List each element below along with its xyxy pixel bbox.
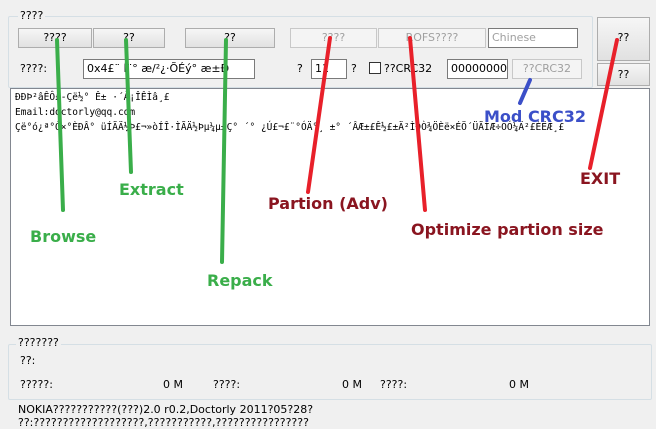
- size-unit: ?: [351, 62, 357, 75]
- checkbox-label: ??CRC32: [384, 62, 433, 75]
- log-line: Çë°ó¿ª°Ó×°ÈÐÂ° üÍÃÄ½Þ£¬»òÍÎ·ÌÃÄ½Þµ¼µ±Ç° …: [15, 122, 565, 133]
- field-value: 0 M: [342, 378, 362, 391]
- annotation: Browse: [30, 227, 97, 246]
- exit-button[interactable]: ??: [597, 17, 650, 61]
- footer-line: NOKIA???????????(???)2.0 r0.2,Doctorly 2…: [18, 403, 314, 416]
- options-group: [8, 16, 593, 88]
- annotation: Repack: [207, 271, 273, 290]
- info-group: [8, 344, 652, 400]
- annotation: Optimize partion size: [411, 220, 604, 239]
- extract-button[interactable]: ??: [93, 28, 165, 48]
- browse-button[interactable]: ????: [18, 28, 92, 48]
- annotation: Extract: [119, 180, 184, 199]
- options-label: ????:: [20, 62, 48, 75]
- arrow-line: [518, 78, 532, 105]
- field-label: ????:: [213, 378, 241, 391]
- field-label: ????:: [380, 378, 408, 391]
- info-group-label: ???????: [16, 336, 61, 349]
- field-value: 0 M: [163, 378, 183, 391]
- arrow-line: [408, 36, 427, 212]
- size-input[interactable]: 11: [311, 59, 347, 79]
- group-label: ????: [18, 9, 46, 22]
- log-line: ÐÐÞ²âÊÔ£-Çë½° Ê± ·´À¡ÎÊÌâ¸£: [15, 92, 170, 103]
- arrow-line: [55, 38, 65, 212]
- size-label: ?: [297, 62, 303, 75]
- annotation: EXIT: [580, 169, 621, 188]
- field-value: 0 M: [509, 378, 529, 391]
- field-label: ?????:: [20, 378, 53, 391]
- crc-button: ??CRC32: [512, 59, 582, 79]
- arrow-line: [124, 38, 133, 174]
- annotation: Partion (Adv): [268, 194, 388, 213]
- crc-input[interactable]: 00000000: [447, 59, 508, 79]
- rofs-button: ROFS????: [378, 28, 486, 48]
- repack-button[interactable]: ??: [185, 28, 275, 48]
- annotation: Mod CRC32: [484, 107, 587, 126]
- arrow-line: [220, 38, 228, 264]
- status-label: ??:: [20, 354, 36, 367]
- crc-checkbox[interactable]: [369, 62, 381, 74]
- log-area: ÐÐÞ²âÊÔ£-Çë½° Ê± ·´À¡ÎÊÌâ¸£ Email:doctor…: [10, 88, 650, 326]
- arrow-line: [588, 38, 619, 170]
- footer-line: ??:???????????????????,???????????,?????…: [18, 416, 309, 429]
- language-select: Chinese: [488, 28, 578, 48]
- arrow-line: [306, 36, 332, 194]
- log-line: Email:doctorly@qq.com: [15, 107, 136, 118]
